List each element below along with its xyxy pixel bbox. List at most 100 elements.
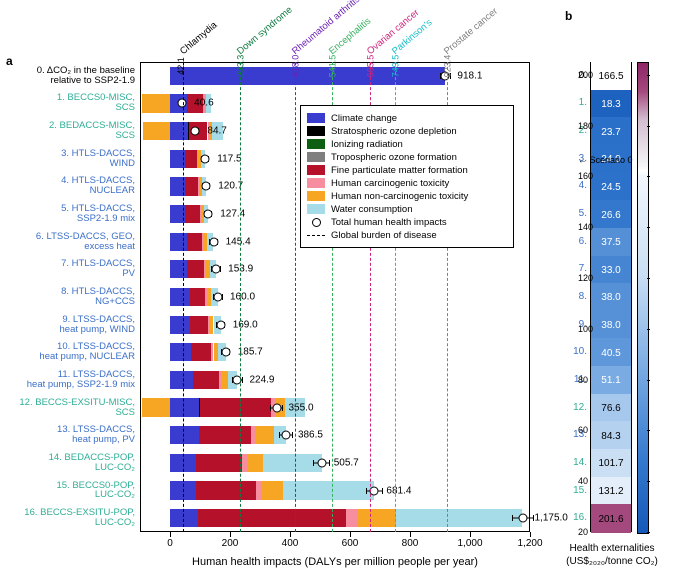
legend-label: Water consumption — [331, 204, 413, 215]
row-label: 13. LTSS-DACCS,heat pump, PV — [0, 425, 135, 445]
legend-label: Ionizing radiation — [331, 139, 403, 150]
bar-segment — [196, 454, 243, 472]
figure-root: a 918.140.684.7117.5120.7127.4145.4153.9… — [0, 0, 685, 582]
bar-segment — [357, 509, 396, 527]
heatmap-cell: 131.2 — [591, 477, 631, 506]
legend-item: Total human health impacts — [307, 216, 507, 228]
bar-value-label: 918.1 — [457, 70, 482, 81]
colorbar-tick: 200 — [578, 70, 593, 80]
x-tick-label: 600 — [342, 538, 359, 549]
bar-segment — [170, 316, 190, 334]
legend-label: Human carcinogenic toxicity — [331, 178, 449, 189]
bar-segment — [255, 426, 274, 444]
row-label: 15. BECCS0-POP,LUC-CO₂ — [0, 481, 135, 501]
legend-label: Tropospheric ozone formation — [331, 152, 457, 163]
bar-value-label: 505.7 — [334, 457, 359, 468]
bar-segment — [198, 509, 347, 527]
heatmap-row-label: 4. — [565, 180, 587, 191]
row-label: 10. LTSS-DACCS,heat pump, NUCLEAR — [0, 342, 135, 362]
legend-label: Stratospheric ozone depletion — [331, 126, 457, 137]
heatmap-row-label: 6. — [565, 236, 587, 247]
bar-value-label: 84.7 — [207, 126, 226, 137]
colorbar-tick: 140 — [578, 222, 593, 232]
colorbar-tick: 20 — [578, 527, 588, 537]
panel-b: b 166.518.323.724.024.526.637.533.038.03… — [565, 0, 685, 582]
total-marker — [201, 154, 210, 163]
colorbar-tick: 60 — [578, 425, 588, 435]
bar-row: 681.4 — [140, 481, 530, 499]
legend-item: Stratospheric ozone depletion — [307, 125, 507, 137]
bar-segment — [170, 288, 190, 306]
bar-segment — [283, 481, 375, 499]
bar-value-label: 40.6 — [194, 98, 213, 109]
heatmap-row-label: 14. — [565, 457, 587, 468]
bar-value-label: 160.0 — [230, 291, 255, 302]
row-label: 14. BEDACCS-POP,LUC-CO₂ — [0, 453, 135, 473]
heatmap-cell: 38.0 — [591, 283, 631, 312]
total-marker — [370, 486, 379, 495]
bar-segment — [170, 67, 445, 85]
legend-item: Water consumption — [307, 203, 507, 215]
bar-segment — [247, 454, 264, 472]
x-tick-label: 1,000 — [457, 538, 482, 549]
colorbar-tick: 100 — [578, 324, 593, 334]
legend-swatch — [307, 165, 325, 175]
bar-segment — [200, 398, 271, 416]
bar-segment — [185, 205, 200, 223]
row-label: 9. LTSS-DACCS,heat pump, WIND — [0, 315, 135, 335]
bar-row: 224.9 — [140, 371, 530, 389]
bar-segment — [170, 260, 187, 278]
colorbar-tick: 120 — [578, 273, 593, 283]
reference-line-label: Down syndrome — [235, 4, 295, 57]
heatmap-row-label: 16. — [565, 512, 587, 523]
bar-segment — [170, 509, 198, 527]
row-label: 5. HTLS-DACCS,SSP2-1.9 mix — [0, 204, 135, 224]
colorbar-tick: 80 — [578, 375, 588, 385]
heatmap-cell: 201.6 — [591, 504, 631, 533]
heatmap-row-label: 1. — [565, 97, 587, 108]
total-marker — [209, 237, 218, 246]
row-label: 0. ΔCO₂ in the baselinerelative to SSP2-… — [0, 66, 135, 86]
legend-item: Tropospheric ozone formation — [307, 151, 507, 163]
total-marker — [216, 320, 225, 329]
bar-value-label: 169.0 — [233, 319, 258, 330]
total-marker — [221, 348, 230, 357]
legend-item: Climate change — [307, 112, 507, 124]
bar-segment — [142, 94, 171, 112]
panel-a-x-axis-label: Human health impacts (DALYs per million … — [140, 556, 530, 568]
bar-segment — [187, 260, 204, 278]
bar-segment — [222, 371, 229, 389]
bar-row: 169.0 — [140, 316, 530, 334]
reference-line-value: 923.4 — [442, 55, 452, 78]
x-tick-label: 200 — [222, 538, 239, 549]
legend-label: Fine particulate matter formation — [331, 165, 468, 176]
reference-line-value: 42.1 — [175, 57, 185, 75]
bar-segment — [170, 233, 187, 251]
total-marker — [214, 292, 223, 301]
legend-item: Human carcinogenic toxicity — [307, 177, 507, 189]
total-marker — [202, 182, 211, 191]
bar-value-label: 185.7 — [238, 347, 263, 358]
legend-swatch — [307, 126, 325, 136]
bar-row: 153.9 — [140, 260, 530, 278]
reference-line-value: 749.5 — [390, 55, 400, 78]
heatmap-cell: 101.7 — [591, 449, 631, 478]
heatmap-cell: 24.5 — [591, 173, 631, 202]
bar-value-label: 224.9 — [249, 374, 274, 385]
heatmap-cell: 26.6 — [591, 200, 631, 229]
heatmap-row-label: 10. — [565, 346, 587, 357]
bar-segment — [196, 481, 256, 499]
panel-a: a 918.140.684.7117.5120.7127.4145.4153.9… — [0, 0, 560, 582]
total-marker — [204, 210, 213, 219]
legend-swatch — [307, 139, 325, 149]
bar-row: 185.7 — [140, 343, 530, 361]
row-label: 4. HTLS-DACCS,NUCLEAR — [0, 176, 135, 196]
reference-line — [295, 62, 296, 532]
heatmap-cell: 40.5 — [591, 338, 631, 367]
x-tick-label: 1,200 — [517, 538, 542, 549]
reference-line-value: 665.5 — [365, 55, 375, 78]
legend-swatch — [307, 152, 325, 162]
bar-value-label: 681.4 — [386, 485, 411, 496]
reference-line-value: 541.5 — [328, 55, 338, 78]
bar-value-label: 127.4 — [220, 209, 245, 220]
